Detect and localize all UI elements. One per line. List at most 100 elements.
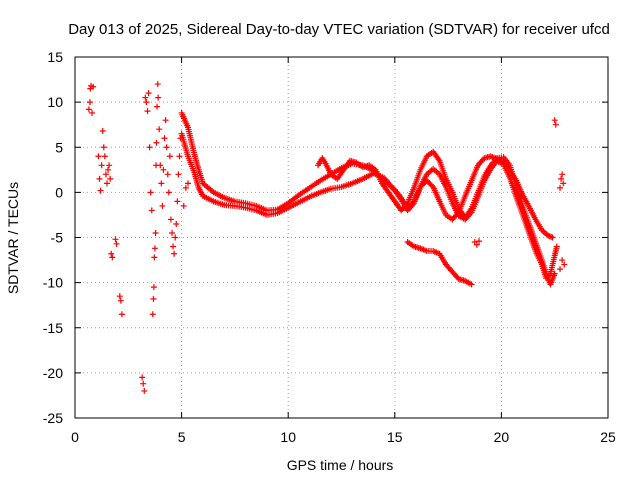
data-point <box>173 220 180 227</box>
data-point <box>164 171 171 178</box>
data-point <box>156 126 163 133</box>
data-point <box>170 243 177 250</box>
y-tick-label: -10 <box>43 275 63 291</box>
data-point <box>172 234 179 241</box>
data-point <box>85 106 92 113</box>
data-point <box>145 90 152 97</box>
data-point <box>159 202 166 209</box>
data-point <box>165 189 172 196</box>
data-point <box>150 284 157 291</box>
data-point <box>557 266 564 273</box>
x-tick-label: 0 <box>71 429 79 445</box>
data-point <box>150 295 157 302</box>
data-point <box>428 182 435 189</box>
data-point <box>144 108 151 115</box>
y-tick-label: -15 <box>43 320 63 336</box>
data-point <box>561 261 568 268</box>
x-tick-label: 20 <box>494 429 510 445</box>
data-point <box>476 238 483 245</box>
data-point <box>152 229 159 236</box>
y-axis-label: SDTVAR / TECUs <box>5 182 21 294</box>
axis-ticks: 0 5 10 15 20 25 15 10 5 0 -5 -10 -15 -20 -25 <box>43 49 616 445</box>
data-point <box>154 103 161 110</box>
data-point <box>89 109 96 116</box>
data-point <box>169 229 176 236</box>
data-point <box>149 311 156 318</box>
data-point <box>107 175 114 182</box>
data-point <box>108 250 115 257</box>
data-point <box>551 270 558 277</box>
data-point <box>559 257 566 264</box>
data-point <box>468 281 475 288</box>
plot-frame <box>74 56 609 419</box>
data-point <box>109 254 116 261</box>
data-point <box>141 387 148 394</box>
data-point <box>180 202 187 209</box>
data-point <box>143 99 150 106</box>
data-point <box>148 207 155 214</box>
data-point <box>551 117 558 124</box>
data-point <box>558 175 565 182</box>
data-point <box>116 293 123 300</box>
data-point <box>103 180 110 187</box>
y-tick-label: -20 <box>43 365 63 381</box>
data-point <box>146 144 153 151</box>
data-point <box>86 99 93 106</box>
data-point <box>113 240 120 247</box>
grid <box>75 57 608 418</box>
data-point <box>167 216 174 223</box>
data-points <box>85 81 568 394</box>
x-tick-label: 25 <box>600 429 616 445</box>
data-point <box>557 184 564 191</box>
data-point <box>560 180 567 187</box>
data-point <box>154 81 161 88</box>
data-point <box>160 166 167 173</box>
data-point <box>102 171 109 178</box>
data-point <box>142 94 149 101</box>
data-point <box>100 144 107 151</box>
data-point <box>553 243 560 250</box>
data-point <box>549 234 556 241</box>
y-tick-label: -5 <box>51 230 64 246</box>
data-point <box>97 187 104 194</box>
data-point <box>182 184 189 191</box>
data-point <box>158 180 165 187</box>
data-point <box>176 153 183 160</box>
x-tick-label: 5 <box>178 429 186 445</box>
data-point <box>473 241 480 248</box>
data-point <box>175 171 182 178</box>
y-tick-label: 5 <box>55 139 63 155</box>
data-point <box>147 189 154 196</box>
x-axis-label: GPS time / hours <box>287 457 394 473</box>
data-point <box>552 121 559 128</box>
x-tick-label: 15 <box>387 429 403 445</box>
data-point <box>184 180 191 187</box>
data-point <box>166 153 173 160</box>
data-point <box>106 162 113 169</box>
data-point <box>174 198 181 205</box>
chart-title: Day 013 of 2025, Sidereal Day-to-day VTE… <box>68 21 610 38</box>
data-point <box>105 166 112 173</box>
data-point <box>171 250 178 257</box>
data-point <box>151 245 158 252</box>
y-tick-label: 15 <box>47 49 63 65</box>
data-point <box>101 153 108 160</box>
data-point <box>118 311 125 318</box>
y-tick-label: 10 <box>47 94 63 110</box>
data-point <box>162 117 169 124</box>
data-point <box>153 139 160 146</box>
data-point <box>99 128 106 135</box>
data-point <box>96 175 103 182</box>
data-point <box>177 135 184 142</box>
data-point <box>161 135 168 142</box>
data-point <box>98 162 105 169</box>
data-point <box>155 94 162 101</box>
data-point <box>163 144 170 151</box>
x-tick-label: 10 <box>280 429 296 445</box>
data-point <box>151 254 158 261</box>
y-tick-label: 0 <box>55 184 63 200</box>
y-tick-label: -25 <box>43 410 63 426</box>
data-point <box>95 153 102 160</box>
data-point <box>157 162 164 169</box>
